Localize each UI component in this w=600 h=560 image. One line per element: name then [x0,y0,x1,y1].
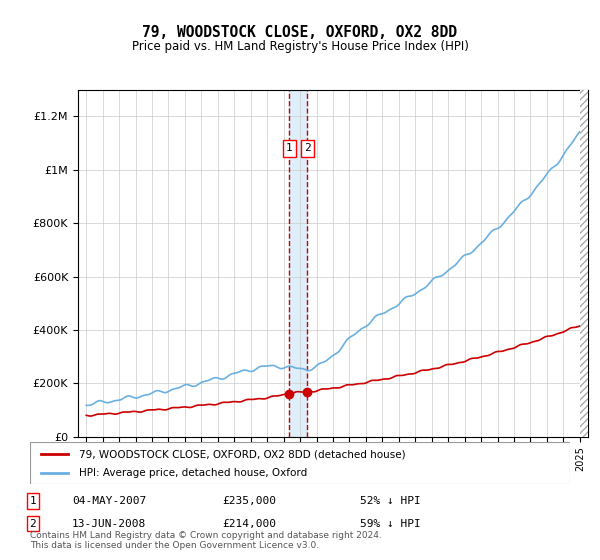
Text: 1: 1 [29,496,37,506]
Text: 04-MAY-2007: 04-MAY-2007 [72,496,146,506]
Text: £214,000: £214,000 [222,519,276,529]
Text: £235,000: £235,000 [222,496,276,506]
Text: 59% ↓ HPI: 59% ↓ HPI [360,519,421,529]
Text: 2: 2 [29,519,37,529]
Bar [580,90,588,437]
Text: 52% ↓ HPI: 52% ↓ HPI [360,496,421,506]
Text: HPI: Average price, detached house, Oxford: HPI: Average price, detached house, Oxfo… [79,468,307,478]
Text: 79, WOODSTOCK CLOSE, OXFORD, OX2 8DD: 79, WOODSTOCK CLOSE, OXFORD, OX2 8DD [143,25,458,40]
Bar [580,90,588,437]
FancyBboxPatch shape [30,442,570,484]
Text: 1: 1 [286,143,293,153]
Text: 13-JUN-2008: 13-JUN-2008 [72,519,146,529]
Text: 2: 2 [304,143,311,153]
Text: Contains HM Land Registry data © Crown copyright and database right 2024.
This d: Contains HM Land Registry data © Crown c… [30,530,382,550]
Text: 79, WOODSTOCK CLOSE, OXFORD, OX2 8DD (detached house): 79, WOODSTOCK CLOSE, OXFORD, OX2 8DD (de… [79,449,405,459]
Bar [289,90,307,437]
Text: Price paid vs. HM Land Registry's House Price Index (HPI): Price paid vs. HM Land Registry's House … [131,40,469,53]
